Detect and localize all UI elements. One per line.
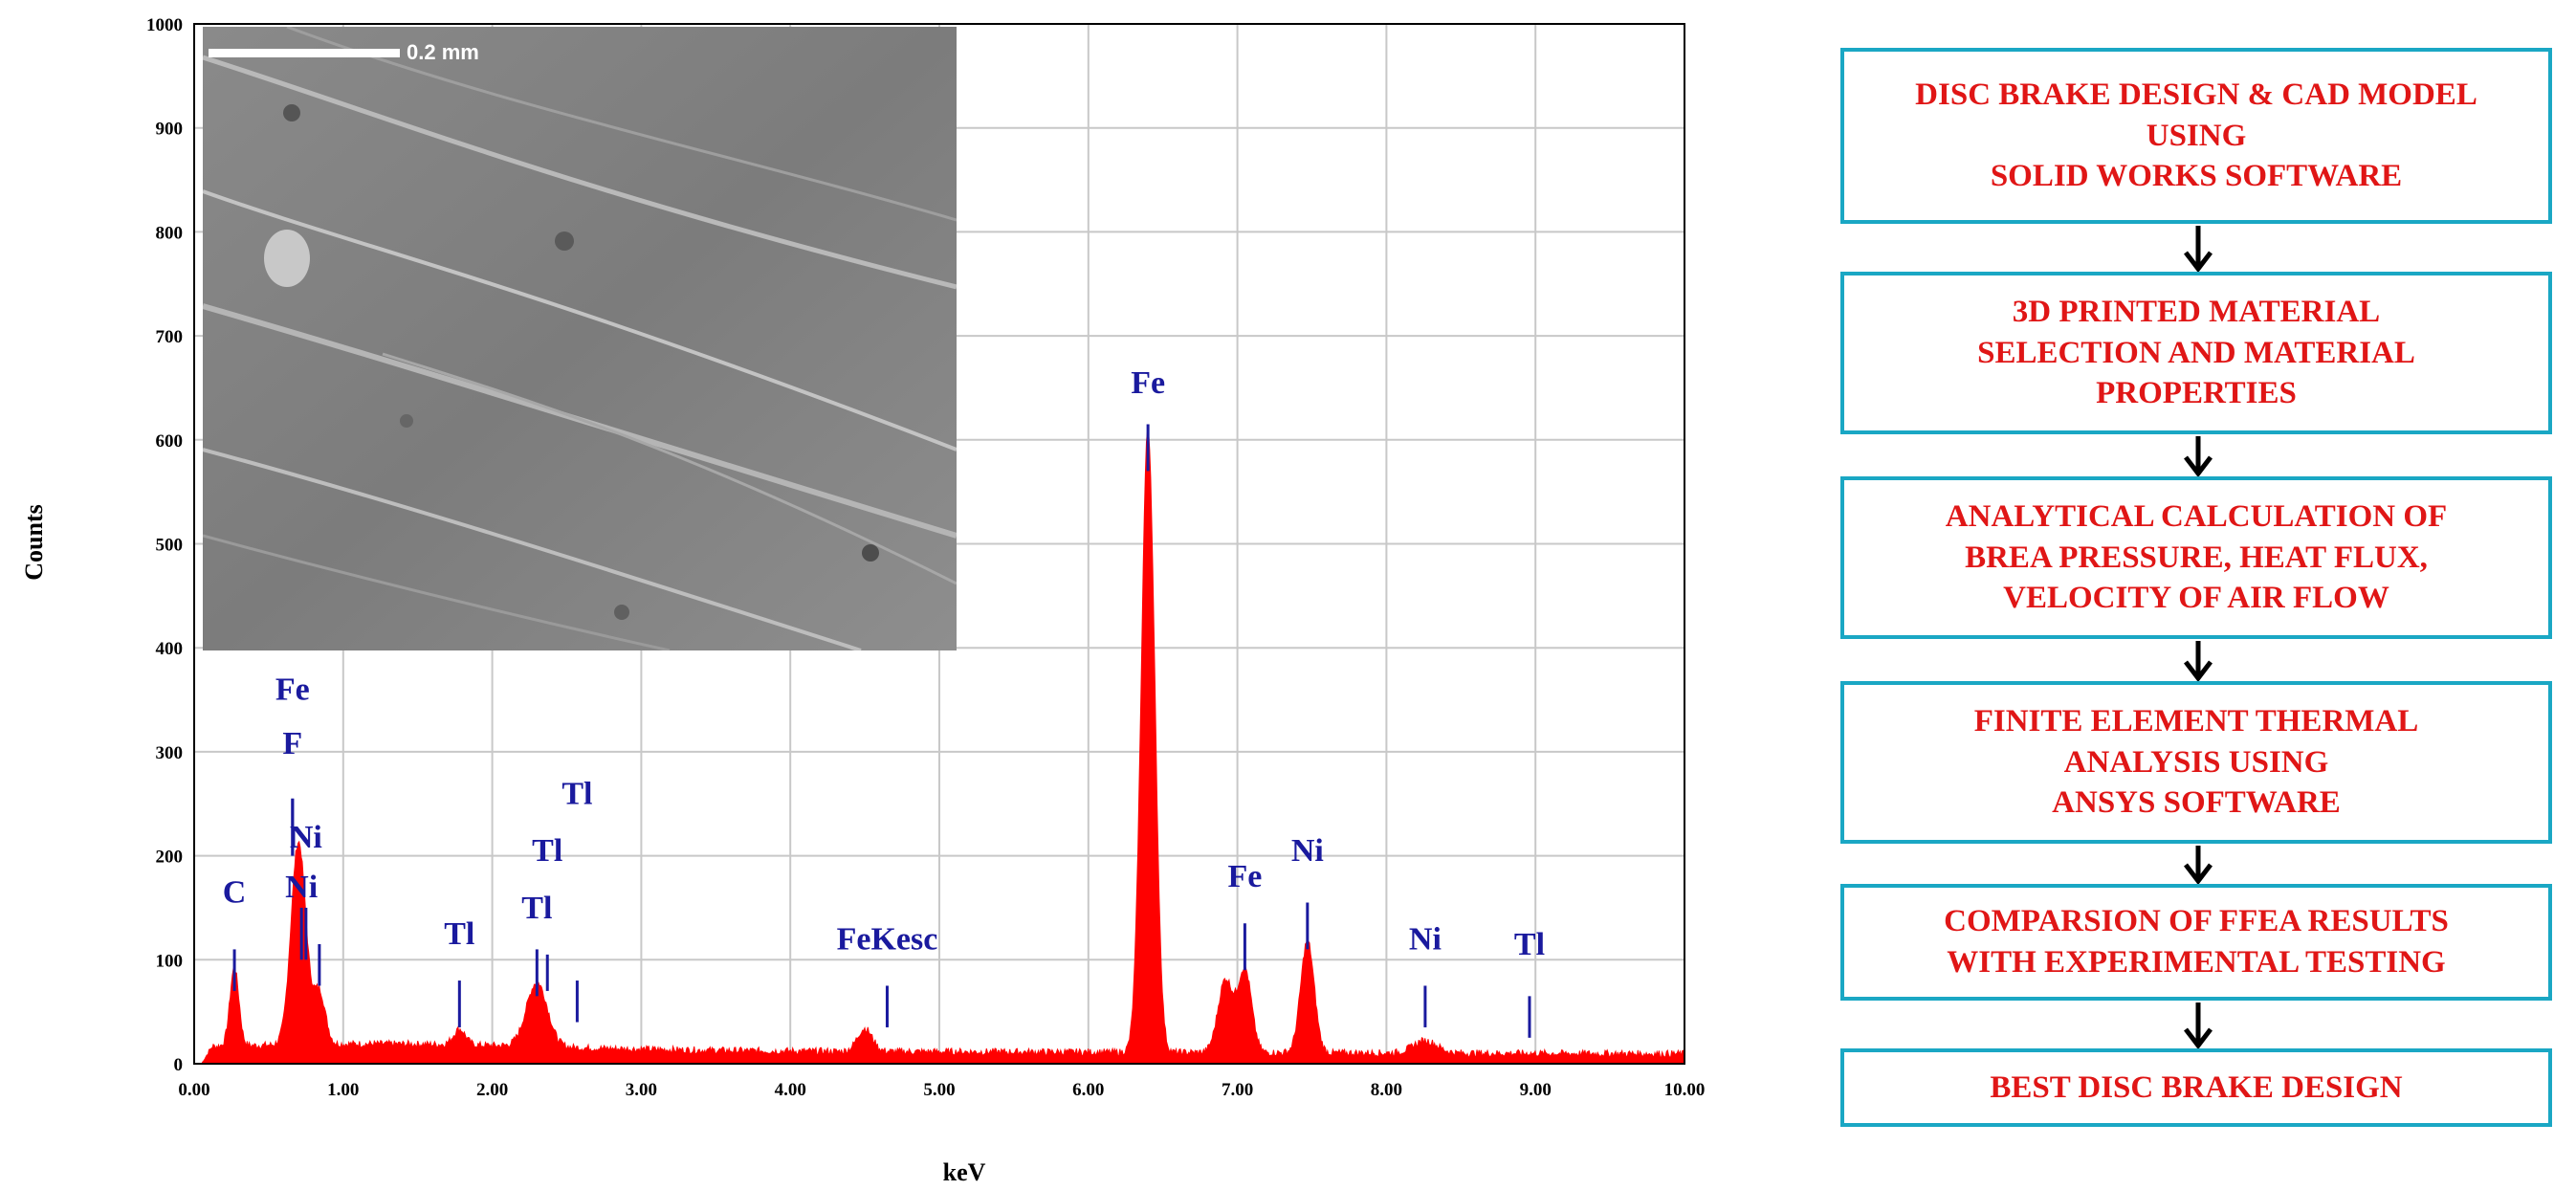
y-tick-label: 700 (156, 327, 184, 347)
peak-label: F (282, 726, 302, 761)
peak-label: Ni (1409, 921, 1442, 957)
y-tick-label: 900 (156, 120, 184, 140)
y-tick-label: 100 (156, 951, 184, 971)
y-tick-label: 200 (156, 848, 184, 868)
x-tick-label: 9.00 (1520, 1080, 1552, 1100)
flowchart-step: FINITE ELEMENT THERMAL ANALYSIS USING AN… (1840, 681, 2552, 844)
peak-label: FeKesc (837, 921, 938, 957)
y-tick-label: 300 (156, 743, 184, 763)
peak-label: Ni (290, 820, 322, 855)
peak-label: Fe (1227, 859, 1262, 894)
y-tick-label: 500 (156, 536, 184, 556)
arrow-down-icon (2184, 436, 2213, 476)
arrow-down-icon (2184, 846, 2213, 884)
x-axis-title: keV (943, 1158, 986, 1186)
peak-label: Fe (275, 672, 310, 708)
arrow-down-icon (2184, 641, 2213, 681)
peak-label: Tl (521, 891, 552, 926)
y-tick-label: 1000 (146, 15, 183, 35)
flowchart-step: COMPARSION OF FFEA RESULTS WITH EXPERIME… (1840, 884, 2552, 1001)
arrow-down-icon (2184, 226, 2213, 272)
spectrum-series (200, 429, 1685, 1065)
flowchart-step: ANALYTICAL CALCULATION OF BREA PRESSURE,… (1840, 476, 2552, 639)
peak-label: Fe (1131, 365, 1165, 401)
x-tick-label: 4.00 (775, 1080, 806, 1100)
eds-spectrum-chart: 0.00 1.00 2.00 3.00 4.00 5.00 6.00 7.00 8.00 9.00… (20, 15, 1705, 1186)
flowchart-step: DISC BRAKE DESIGN & CAD MODEL USING SOLI… (1840, 48, 2552, 224)
peak-label: C (223, 875, 247, 911)
y-axis-ticks: 0 100 200 300 400 500 600 700 800 900 1000 (146, 15, 183, 1075)
inset-scale-bar-label: 0.2 mm (407, 40, 479, 64)
x-tick-label: 6.00 (1072, 1080, 1104, 1100)
flowchart-step: 3D PRINTED MATERIAL SELECTION AND MATERI… (1840, 272, 2552, 434)
peak-label: Ni (1291, 833, 1324, 869)
flowchart-step: BEST DISC BRAKE DESIGN (1840, 1048, 2552, 1127)
y-tick-label: 400 (156, 639, 184, 659)
x-tick-label: 1.00 (327, 1080, 359, 1100)
x-tick-label: 5.00 (923, 1080, 955, 1100)
peak-label: Ni (285, 870, 318, 905)
x-tick-label: 2.00 (476, 1080, 508, 1100)
y-tick-label: 600 (156, 431, 184, 452)
y-axis-title: Counts (20, 504, 48, 580)
x-tick-label: 0.00 (178, 1080, 209, 1100)
peak-label: Tl (1514, 927, 1545, 962)
y-tick-label: 0 (174, 1055, 184, 1075)
plot-frame (193, 23, 1685, 1065)
x-tick-label: 10.00 (1664, 1080, 1706, 1100)
x-tick-label: 3.00 (626, 1080, 657, 1100)
spectrum-area (200, 429, 1685, 1065)
arrow-down-icon (2184, 1003, 2213, 1048)
x-tick-label: 8.00 (1371, 1080, 1402, 1100)
peak-label: Tl (532, 833, 562, 869)
x-tick-label: 7.00 (1222, 1080, 1253, 1100)
peak-label: Tl (444, 916, 474, 952)
x-axis-ticks: 0.00 1.00 2.00 3.00 4.00 5.00 6.00 7.00 8.00 9.00… (178, 1080, 1705, 1100)
sem-surface-texture (203, 27, 957, 650)
peak-annotations: C Fe F Ni Ni Tl Tl Tl Tl FeKesc Fe Fe Ni Ni Tl (223, 365, 1545, 1038)
sem-micrograph-inset: 0.2 mm (203, 27, 957, 650)
peak-label: Tl (561, 776, 592, 811)
y-tick-label: 800 (156, 223, 184, 243)
